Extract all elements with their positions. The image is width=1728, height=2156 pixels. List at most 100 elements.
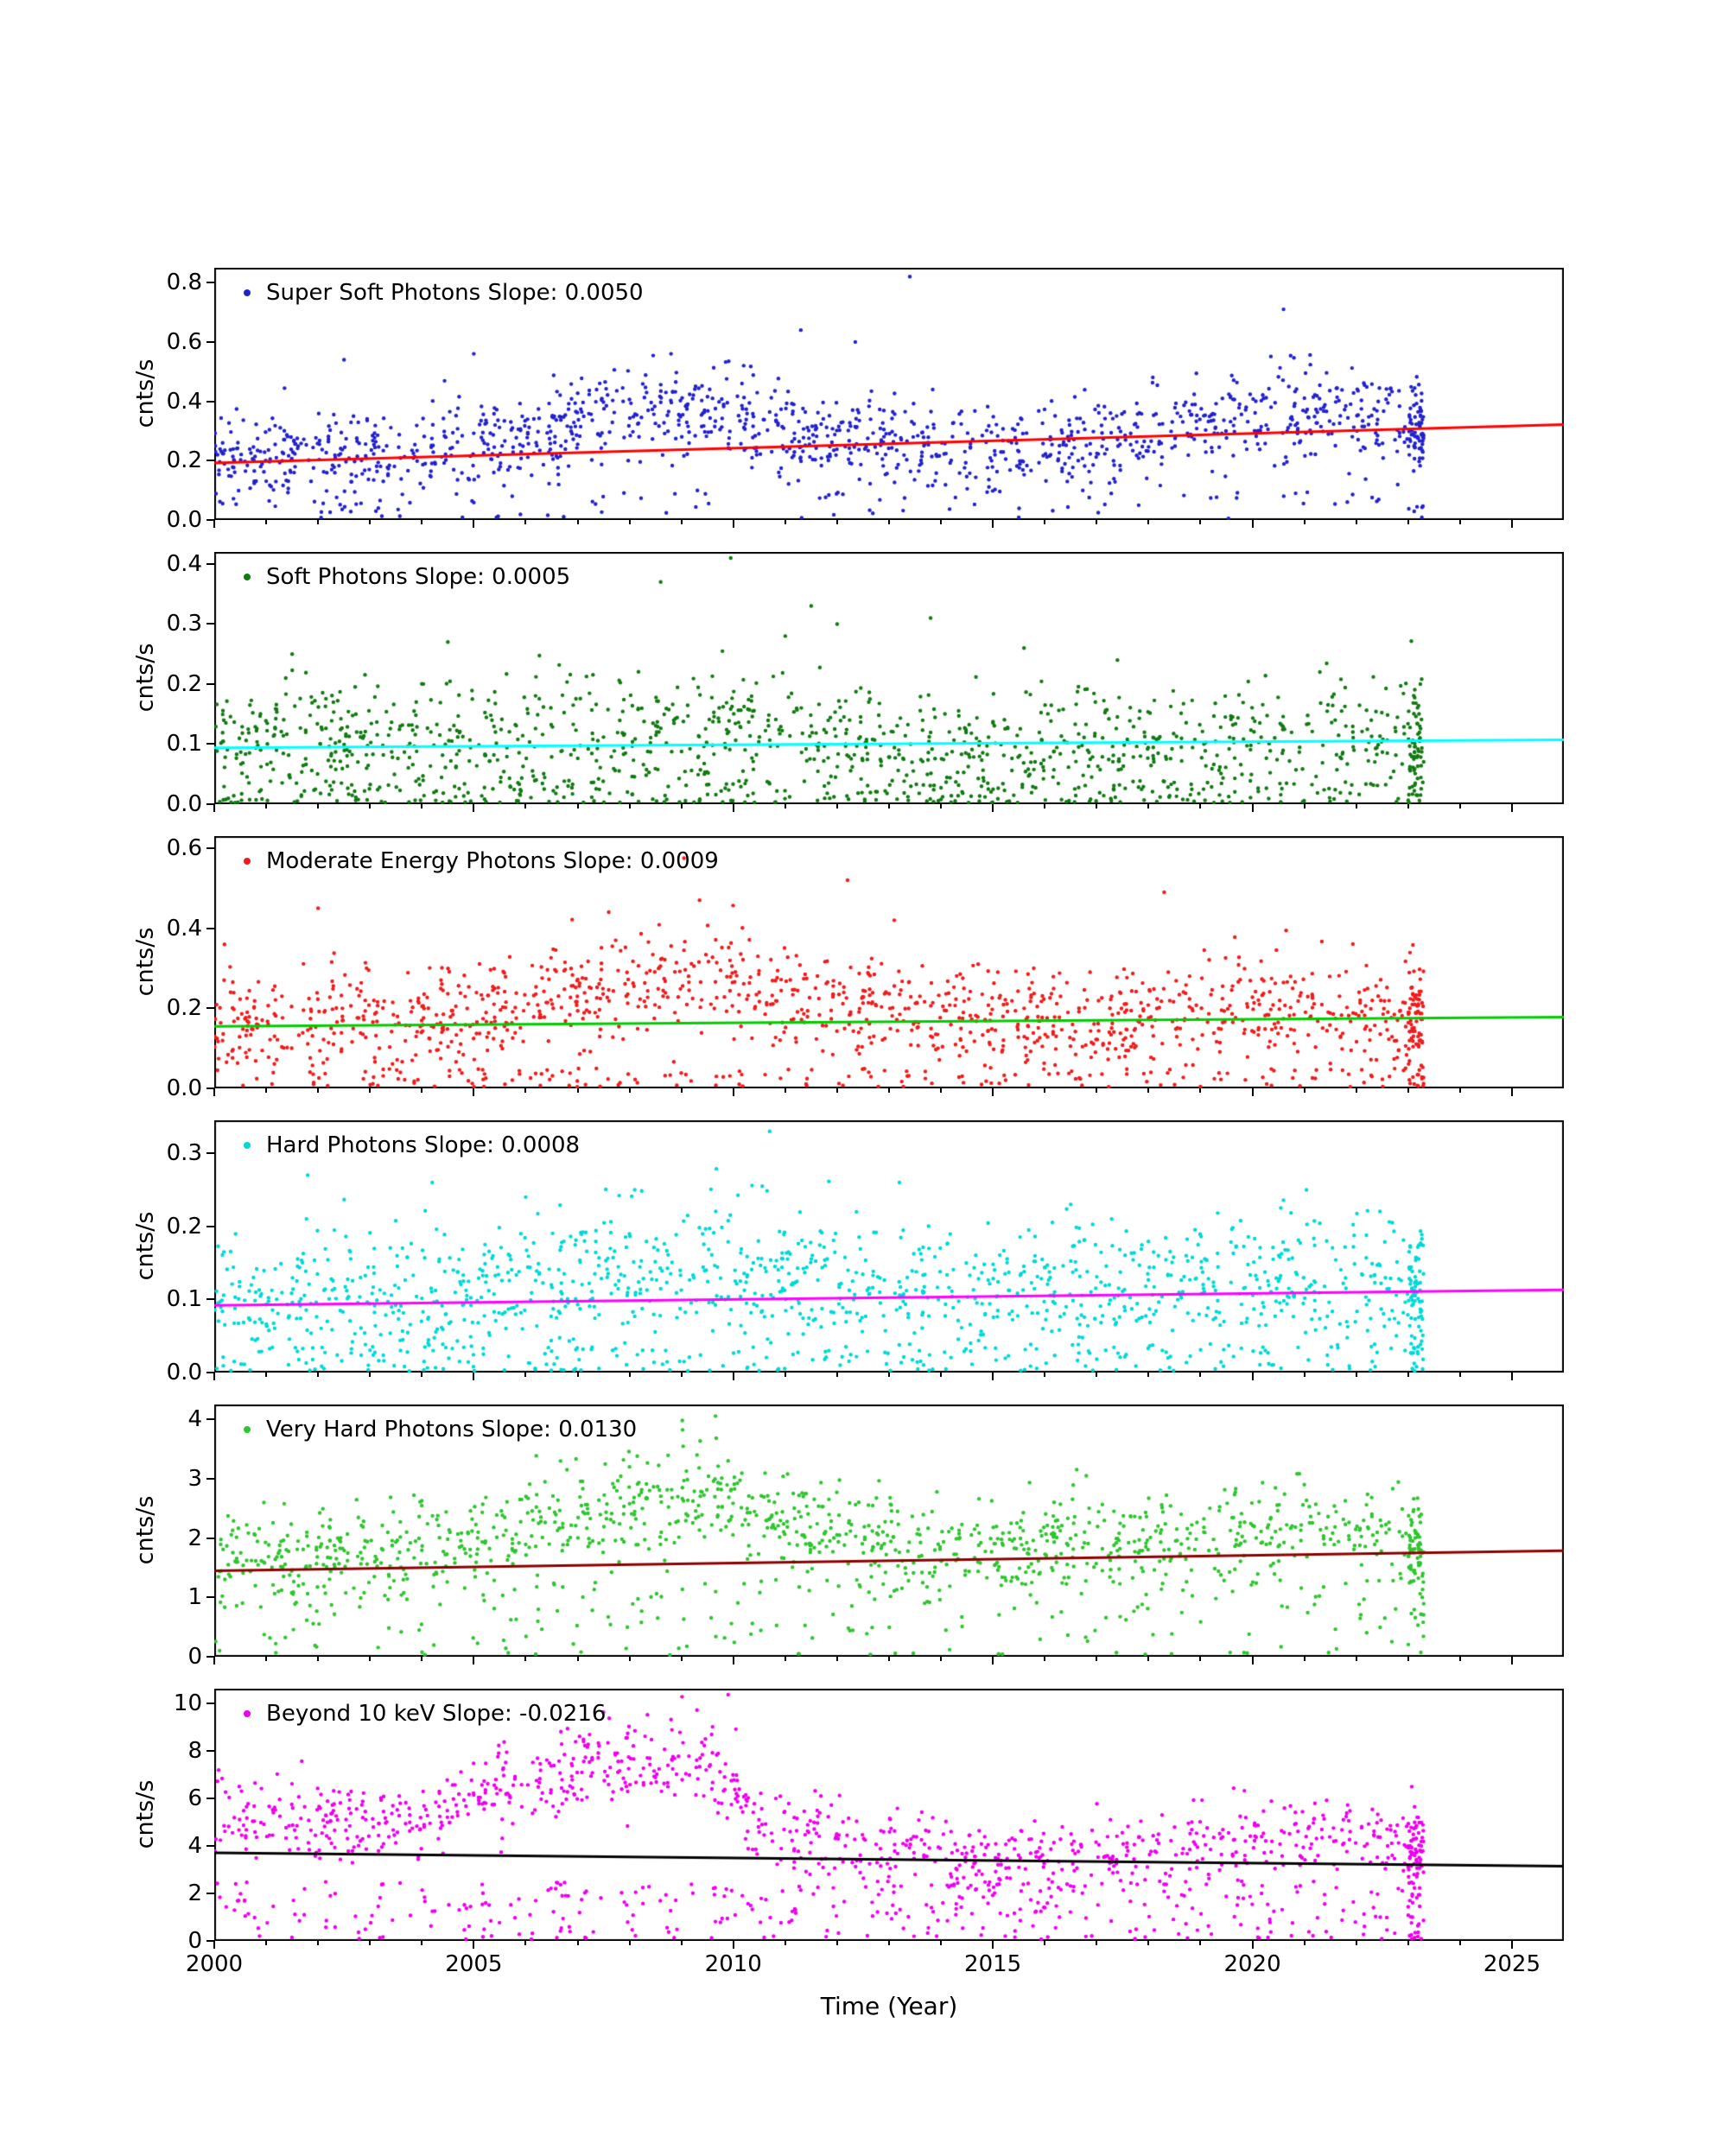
y-tick-label: 4 (187, 1832, 202, 1859)
x-tick-mark (992, 520, 994, 528)
x-tick-mark (473, 520, 475, 528)
x-minor-tick-mark (784, 804, 786, 808)
y-tick-mark (206, 1477, 214, 1480)
y-tick-mark (206, 519, 214, 521)
x-minor-tick-mark (835, 1657, 838, 1661)
scatter-plot-very-hard-photons (214, 1405, 1564, 1657)
scatter-plot-moderate-energy-photons (214, 836, 1564, 1088)
x-minor-tick-mark (835, 1088, 838, 1093)
legend-marker-icon (244, 574, 251, 580)
x-tick-label: 2015 (964, 1951, 1022, 1977)
x-tick-mark (732, 1657, 734, 1665)
x-minor-tick-mark (680, 1941, 683, 1945)
legend-marker-icon (244, 289, 251, 296)
x-minor-tick-mark (1355, 1373, 1357, 1377)
y-tick-label: 0.6 (166, 834, 202, 861)
x-minor-tick-mark (940, 804, 943, 808)
x-minor-tick-mark (888, 1373, 890, 1377)
x-minor-tick-mark (1355, 804, 1357, 808)
panel-moderate-energy-photons: Moderate Energy Photons Slope: 0.0009 (214, 836, 1564, 1088)
x-tick-mark (992, 1941, 994, 1949)
y-tick-mark (206, 340, 214, 343)
y-tick-label: 0.4 (166, 915, 202, 942)
y-tick-mark (206, 1656, 214, 1658)
x-minor-tick-mark (1147, 1088, 1150, 1093)
scatter-plot-beyond-10-kev (214, 1689, 1564, 1941)
x-minor-tick-mark (1044, 1657, 1046, 1661)
x-minor-tick-mark (940, 520, 943, 524)
x-minor-tick-mark (1044, 1941, 1046, 1945)
x-minor-tick-mark (265, 1657, 268, 1661)
x-minor-tick-mark (1303, 1657, 1306, 1661)
x-minor-tick-mark (1147, 1941, 1150, 1945)
x-minor-tick-mark (628, 1657, 631, 1661)
x-tick-mark (732, 804, 734, 812)
x-minor-tick-mark (524, 520, 527, 524)
x-tick-mark (1510, 1373, 1513, 1380)
x-tick-mark (732, 1373, 734, 1380)
x-minor-tick-mark (317, 1373, 320, 1377)
y-tick-label: 0.2 (166, 670, 202, 697)
x-minor-tick-mark (835, 1373, 838, 1377)
x-minor-tick-mark (1096, 1657, 1098, 1661)
x-minor-tick-mark (1147, 520, 1150, 524)
panel-beyond-10-kev: Beyond 10 keV Slope: -0.0216 (214, 1689, 1564, 1941)
legend-label: Soft Photons Slope: 0.0005 (266, 564, 571, 590)
y-tick-mark (206, 682, 214, 685)
legend-label: Moderate Energy Photons Slope: 0.0009 (266, 848, 719, 874)
x-minor-tick-mark (1044, 1373, 1046, 1377)
x-minor-tick-mark (265, 1373, 268, 1377)
x-minor-tick-mark (1407, 1941, 1409, 1945)
x-minor-tick-mark (1303, 520, 1306, 524)
scatter-plot-soft-photons (214, 552, 1564, 804)
x-minor-tick-mark (1044, 520, 1046, 524)
x-axis-label: Time (Year) (820, 1992, 958, 2020)
x-tick-mark (1251, 1088, 1254, 1096)
x-minor-tick-mark (1096, 1088, 1098, 1093)
x-tick-mark (992, 804, 994, 812)
x-minor-tick-mark (1458, 520, 1461, 524)
x-minor-tick-mark (784, 520, 786, 524)
x-minor-tick-mark (1147, 1373, 1150, 1377)
x-tick-mark (213, 1941, 215, 1949)
x-tick-mark (732, 1941, 734, 1949)
y-tick-mark (206, 1372, 214, 1373)
x-minor-tick-mark (421, 1373, 423, 1377)
y-tick-mark (206, 1749, 214, 1752)
y-tick-label: 0.0 (166, 1360, 202, 1386)
x-minor-tick-mark (1199, 804, 1202, 808)
y-tick-mark (206, 1418, 214, 1421)
x-minor-tick-mark (835, 520, 838, 524)
legend-label: Beyond 10 keV Slope: -0.0216 (266, 1701, 607, 1727)
x-minor-tick-mark (1407, 520, 1409, 524)
y-tick-label: 4 (187, 1406, 202, 1433)
legend-label: Very Hard Photons Slope: 0.0130 (266, 1417, 638, 1443)
y-tick-label: 0 (187, 1644, 202, 1670)
panel-hard-photons: Hard Photons Slope: 0.0008 (214, 1120, 1564, 1373)
x-minor-tick-mark (1407, 1088, 1409, 1093)
x-minor-tick-mark (1147, 1657, 1150, 1661)
y-tick-mark (206, 1797, 214, 1799)
x-tick-mark (473, 804, 475, 812)
y-tick-label: 0.4 (166, 550, 202, 577)
x-minor-tick-mark (628, 1941, 631, 1945)
x-minor-tick-mark (369, 1941, 372, 1945)
x-minor-tick-mark (524, 1373, 527, 1377)
x-minor-tick-mark (680, 520, 683, 524)
x-minor-tick-mark (888, 1657, 890, 1661)
x-minor-tick-mark (628, 1373, 631, 1377)
legend-marker-icon (244, 858, 251, 865)
x-tick-label: 2000 (185, 1951, 244, 1977)
y-tick-label: 0.3 (166, 1140, 202, 1167)
x-minor-tick-mark (1199, 1373, 1202, 1377)
x-minor-tick-mark (940, 1941, 943, 1945)
x-minor-tick-mark (576, 1657, 579, 1661)
y-tick-mark (206, 927, 214, 929)
x-tick-mark (473, 1657, 475, 1665)
x-minor-tick-mark (1458, 1088, 1461, 1093)
legend-soft-photons: Soft Photons Slope: 0.0005 (244, 564, 570, 590)
x-tick-mark (213, 1088, 215, 1096)
scatter-plot-super-soft-photons (214, 268, 1564, 520)
x-minor-tick-mark (1355, 520, 1357, 524)
x-minor-tick-mark (1458, 1941, 1461, 1945)
